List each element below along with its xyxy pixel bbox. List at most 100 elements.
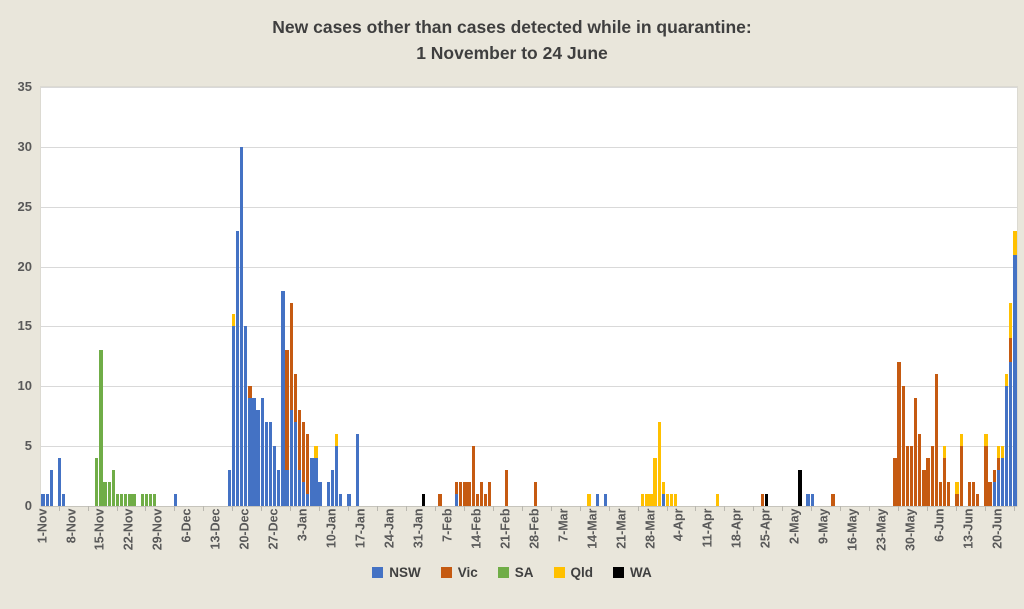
x-tick-label-25-Apr: 25-Apr: [758, 508, 773, 549]
x-tick-mark: [956, 506, 958, 511]
x-tick-label-6-Dec: 6-Dec: [179, 508, 194, 543]
bar-segment-Qld-6-Jan: [314, 446, 318, 459]
bar-segment-Vic-30-Dec: [285, 350, 289, 471]
x-tick-mark: [579, 506, 581, 511]
bar-segment-Vic-30-May: [909, 446, 914, 506]
bar-segment-Vic-15-Jun: [976, 494, 980, 506]
x-tick-label-28-Mar: 28-Mar: [643, 508, 657, 549]
gridline-y-20: [41, 266, 1017, 268]
bar-segment-NSW-16-Dec: [227, 470, 231, 506]
legend-swatch-SA: [497, 567, 509, 578]
bar-segment-NSW-20-Jun: [996, 470, 1001, 506]
bar-segment-NSW-5-Nov: [57, 458, 62, 506]
x-tick-mark: [637, 506, 639, 511]
bar-segment-Vic-13-Feb: [471, 446, 475, 506]
bar-segment-Qld-24-Jun: [1013, 230, 1017, 255]
bar-segment-NSW-12-Jan: [339, 494, 343, 506]
bar-segment-Qld-17-Dec: [231, 314, 235, 327]
bar-segment-Qld-2-Apr: [670, 494, 674, 506]
x-tick-mark: [145, 506, 147, 511]
bar-segment-NSW-6-Jan: [314, 458, 318, 506]
x-tick-label-27-Dec: 27-Dec: [266, 508, 281, 550]
x-tick-mark: [434, 506, 436, 511]
bar-segment-SA-14-Nov: [95, 458, 99, 506]
bar-segment-Vic-6-Jun: [938, 482, 943, 506]
gridline-y-25: [41, 206, 1017, 208]
bar-segment-Qld-28-Mar: [649, 494, 653, 506]
bar-segment-Vic-31-Dec: [289, 302, 293, 411]
x-tick-label-22-Nov: 22-Nov: [121, 508, 136, 551]
y-tick-label-15: 15: [17, 318, 32, 334]
x-tick-label-14-Mar: 14-Mar: [585, 508, 600, 549]
bar-segment-NSW-7-Jan: [318, 482, 322, 506]
bar-segment-NSW-11-Jan: [335, 446, 339, 506]
bar-segment-NSW-20-Dec: [244, 326, 248, 506]
bar-segment-NSW-17-Mar: [603, 494, 608, 506]
x-tick-label-6-Jun: 6-Jun: [932, 508, 947, 542]
gridline-y-35: [41, 87, 1017, 88]
bar-segment-Qld-3-Apr: [674, 494, 678, 506]
x-tick-label-1-Nov: 1-Nov: [35, 508, 50, 544]
bar-segment-Vic-10-Feb: [459, 482, 463, 506]
x-tick-mark: [203, 506, 205, 511]
x-tick-mark: [290, 506, 292, 511]
x-tick-label-7-Mar: 7-Mar: [556, 508, 571, 542]
bar-segment-SA-20-Nov: [119, 494, 124, 506]
bar-segment-Vic-1-Jan: [293, 374, 297, 423]
bar-segment-NSW-24-Jun: [1013, 254, 1017, 506]
bar-segment-Vic-3-Jan: [301, 422, 306, 483]
bar-segment-Vic-12-Feb: [467, 482, 471, 506]
bar-segment-NSW-21-Dec: [248, 398, 252, 506]
gridline-y-5: [41, 446, 1017, 448]
bar-segment-NSW-19-Jun: [992, 482, 996, 506]
bar-segment-NSW-1-Jan: [293, 422, 297, 506]
bar-segment-NSW-31-Mar: [661, 494, 666, 506]
x-tick-mark: [811, 506, 813, 511]
bar-segment-NSW-3-Dec: [173, 494, 178, 506]
bar-segment-SA-16-Nov: [103, 482, 107, 506]
legend-label-SA: SA: [514, 565, 534, 580]
bar-segment-NSW-3-Nov: [49, 470, 53, 506]
bar-segment-NSW-21-Jun: [1000, 458, 1005, 506]
bar-segment-Vic-14-Jun: [971, 482, 976, 506]
bar-segment-NSW-10-Jan: [330, 470, 335, 506]
x-tick-label-31-Jan: 31-Jan: [411, 508, 426, 549]
legend-swatch-WA: [613, 567, 625, 578]
bar-segment-Vic-5-Feb: [438, 494, 442, 506]
bar-segment-Qld-23-Jun: [1009, 302, 1013, 339]
legend-item-Qld: Qld: [553, 565, 593, 580]
plot-area: [40, 86, 1018, 507]
bar-segment-Qld-31-Mar: [661, 482, 666, 495]
legend: NSW Vic SA Qld WA: [0, 565, 1024, 580]
bar-segment-Vic-10-Jun: [955, 494, 959, 506]
gridline-y-10: [41, 386, 1017, 388]
bar-segment-Qld-27-Mar: [645, 494, 649, 506]
bar-segment-Qld-21-Jun: [1000, 446, 1005, 459]
bar-segment-Qld-13-Apr: [715, 494, 719, 506]
bar-segment-NSW-14-Jan: [347, 494, 351, 506]
x-tick-label-3-Jan: 3-Jan: [295, 508, 310, 542]
bar-segment-Vic-5-Jun: [934, 374, 939, 506]
legend-swatch-Qld: [553, 567, 565, 578]
bar-segment-Qld-17-Jun: [984, 434, 988, 447]
bar-segment-Vic-23-Jun: [1009, 338, 1013, 363]
bar-segment-Vic-9-Feb: [454, 482, 459, 495]
bar-segment-NSW-2-Nov: [45, 494, 49, 506]
x-tick-label-21-Feb: 21-Feb: [498, 508, 513, 549]
x-tick-mark: [869, 506, 871, 511]
bar-segment-Vic-17-Jun: [984, 446, 988, 506]
bar-segment-Vic-21-Dec: [248, 386, 252, 399]
bar-segment-SA-22-Nov: [128, 494, 132, 506]
x-tick-mark: [782, 506, 784, 511]
bar-segment-Qld-10-Jun: [955, 482, 959, 495]
bar-segment-Qld-7-Jun: [942, 446, 947, 459]
x-axis-line: [41, 506, 1017, 507]
x-tick-mark: [463, 506, 465, 511]
x-tick-mark: [753, 506, 755, 511]
x-tick-mark: [666, 506, 668, 511]
bar-segment-Qld-29-Mar: [653, 458, 657, 506]
bar-segment-WA-1-Feb: [421, 494, 426, 506]
x-tick-label-13-Dec: 13-Dec: [208, 508, 223, 550]
legend-label-Vic: Vic: [457, 565, 478, 580]
x-tick-label-8-Nov: 8-Nov: [64, 508, 79, 544]
